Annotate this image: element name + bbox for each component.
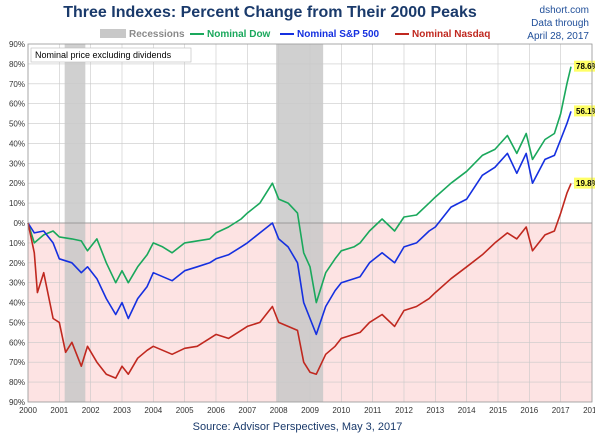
legend-label-1: Nominal Dow <box>207 29 271 40</box>
y-tick-label: 60% <box>9 338 25 347</box>
series-line-1 <box>27 66 572 304</box>
y-tick-label: 80% <box>9 60 25 69</box>
y-tick-label: 90% <box>9 398 25 407</box>
end-label-bg-3 <box>574 177 595 189</box>
chart-title: Three Indexes: Percent Change from Their… <box>63 4 477 21</box>
x-tick-label: 2016 <box>520 406 538 415</box>
legend-label-recessions: Recessions <box>129 29 185 40</box>
x-tick-label: 2011 <box>364 406 382 415</box>
end-label-1: 78.6% <box>576 62 595 71</box>
annotation-text: Nominal price excluding dividends <box>35 50 172 60</box>
x-tick-label: 2018 <box>583 406 595 415</box>
end-label-3: 19.8% <box>576 179 595 188</box>
y-tick-label: 20% <box>9 259 25 268</box>
end-label-bg-1 <box>574 60 595 72</box>
x-tick-label: 2017 <box>552 406 570 415</box>
y-tick-label: 50% <box>9 120 25 129</box>
x-tick-label: 2001 <box>50 406 68 415</box>
axis-layer: 90% 80% 70% 60% 50% 40% 30% 20% 10% 0% 10% 20% 30% 40… <box>9 40 595 415</box>
y-tick-label: 70% <box>9 358 25 367</box>
x-tick-label: 2009 <box>301 406 319 415</box>
x-tick-label: 2008 <box>270 406 288 415</box>
end-label-2: 56.1% <box>576 107 595 116</box>
x-tick-label: 2000 <box>19 406 37 415</box>
x-tick-label: 2005 <box>176 406 194 415</box>
x-tick-label: 2015 <box>489 406 507 415</box>
annotation-box <box>30 47 192 63</box>
y-tick-label: 40% <box>9 139 25 148</box>
credit-site: dshort.com <box>539 5 589 16</box>
x-tick-label: 2004 <box>144 406 162 415</box>
y-tick-label: 20% <box>9 179 25 188</box>
y-tick-label: 30% <box>9 159 25 168</box>
y-tick-label: 60% <box>9 100 25 109</box>
end-label-bg-2 <box>574 105 595 117</box>
series-line-2 <box>27 111 572 336</box>
legend-swatch-recessions <box>100 29 126 38</box>
y-tick-label: 40% <box>9 299 25 308</box>
y-tick-label: 30% <box>9 279 25 288</box>
chart-source: Source: Advisor Perspectives, May 3, 201… <box>192 421 403 433</box>
y-tick-label: 80% <box>9 378 25 387</box>
legend-layer: Recessions Nominal Dow Nominal S&P 500 Nomi… <box>100 29 490 40</box>
plot-border <box>27 43 593 403</box>
y-tick-label: 10% <box>9 239 25 248</box>
legend-label-2: Nominal S&P 500 <box>297 29 380 40</box>
x-tick-label: 2013 <box>426 406 444 415</box>
x-tick-label: 2002 <box>82 406 100 415</box>
x-tick-label: 2003 <box>113 406 131 415</box>
y-tick-label: 90% <box>9 40 25 49</box>
x-tick-label: 2012 <box>395 406 413 415</box>
series-line-3 <box>27 183 572 379</box>
x-tick-label: 2007 <box>238 406 256 415</box>
x-tick-label: 2014 <box>458 406 476 415</box>
series-layer: 78.6% 56.1% 19.8% <box>27 60 595 379</box>
legend-label-3: Nominal Nasdaq <box>412 29 490 40</box>
credit-block: dshort.com Data through April 28, 2017 <box>527 4 589 43</box>
y-tick-label: 70% <box>9 80 25 89</box>
x-tick-label: 2006 <box>207 406 225 415</box>
y-tick-label: 0% <box>13 219 25 228</box>
x-tick-label: 2010 <box>332 406 350 415</box>
credit-date: April 28, 2017 <box>527 31 589 42</box>
credit-data-through: Data through <box>531 18 589 29</box>
y-tick-label: 50% <box>9 318 25 327</box>
y-tick-label: 10% <box>9 199 25 208</box>
